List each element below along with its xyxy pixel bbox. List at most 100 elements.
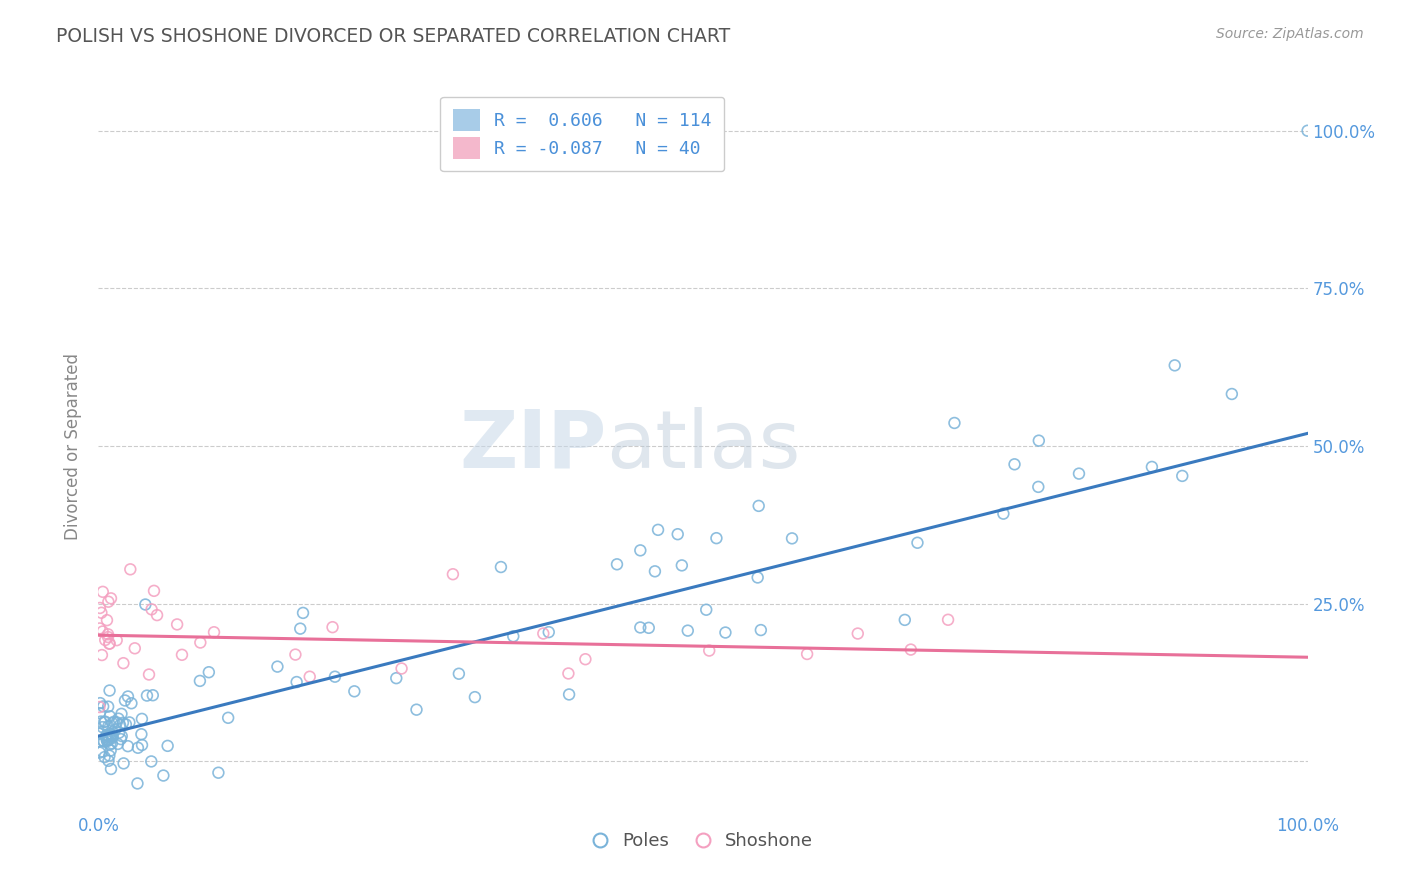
Point [117,739,139,754]
Point [112,656,135,670]
Point [117,690,139,704]
Point [993,507,1015,521]
Point [943,416,966,430]
Point [118,715,141,730]
Point [405,703,427,717]
Point [671,558,693,573]
Point [94,632,117,647]
Point [97,595,120,609]
Point [537,625,560,640]
Point [97,729,120,743]
Point [97,627,120,641]
Point [152,768,174,782]
Point [124,641,146,656]
Point [666,527,689,541]
Point [323,670,346,684]
Point [1067,467,1090,481]
Point [100,591,122,606]
Point [166,617,188,632]
Legend: Poles, Shoshone: Poles, Shoshone [586,825,820,857]
Point [89,696,111,710]
Point [290,622,312,636]
Point [606,558,628,572]
Point [266,659,288,673]
Point [100,762,122,776]
Point [127,776,149,790]
Point [111,715,134,730]
Point [143,583,166,598]
Point [894,613,917,627]
Point [202,625,225,640]
Point [131,712,153,726]
Point [93,750,115,764]
Point [98,709,121,723]
Point [284,648,307,662]
Point [101,730,124,744]
Point [292,606,315,620]
Point [136,689,159,703]
Point [91,720,114,734]
Point [107,712,129,726]
Point [96,728,118,742]
Point [97,733,120,747]
Point [747,570,769,584]
Point [98,726,121,740]
Point [464,690,486,705]
Point [89,727,111,741]
Point [207,765,229,780]
Point [112,756,135,771]
Point [127,740,149,755]
Point [120,562,142,576]
Point [94,714,117,729]
Point [748,499,770,513]
Point [557,666,579,681]
Point [780,532,803,546]
Point [101,731,124,745]
Point [217,711,239,725]
Point [91,744,114,758]
Point [322,620,344,634]
Point [97,754,120,768]
Point [298,670,321,684]
Point [98,748,121,763]
Point [90,714,112,729]
Text: POLISH VS SHOSHONE DIVORCED OR SEPARATED CORRELATION CHART: POLISH VS SHOSHONE DIVORCED OR SEPARATED… [56,27,731,45]
Point [1140,459,1163,474]
Point [647,523,669,537]
Point [110,706,132,721]
Point [156,739,179,753]
Point [343,684,366,698]
Point [98,636,121,650]
Point [628,543,651,558]
Point [96,729,118,743]
Point [489,560,512,574]
Point [115,717,138,731]
Point [108,718,131,732]
Point [96,731,118,745]
Point [104,723,127,737]
Point [91,733,114,747]
Point [1028,434,1050,448]
Point [1026,480,1049,494]
Point [1220,387,1243,401]
Point [1296,124,1319,138]
Y-axis label: Divorced or Separated: Divorced or Separated [65,352,83,540]
Point [108,725,131,739]
Point [141,602,163,616]
Point [98,637,121,651]
Point [98,683,121,698]
Point [676,624,699,638]
Point [89,746,111,760]
Point [97,630,120,644]
Point [93,734,115,748]
Point [441,567,464,582]
Point [91,624,114,639]
Point [91,584,114,599]
Point [907,535,929,549]
Text: Source: ZipAtlas.com: Source: ZipAtlas.com [1216,27,1364,41]
Point [502,629,524,643]
Point [89,700,111,714]
Point [385,671,408,685]
Point [936,613,959,627]
Point [188,635,211,649]
